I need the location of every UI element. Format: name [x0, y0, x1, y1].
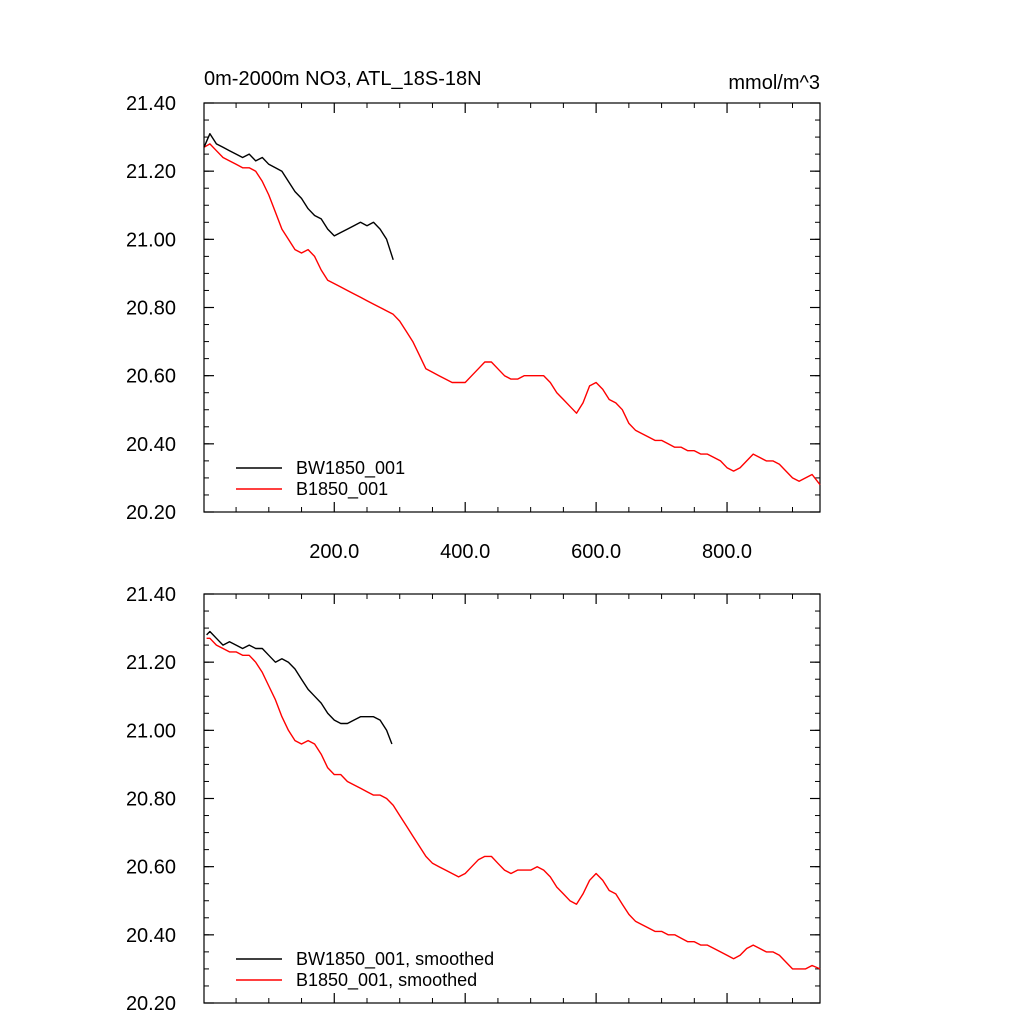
y-tick-label: 21.00 — [126, 229, 176, 251]
chart-units: mmol/m^3 — [728, 72, 820, 94]
x-tick-label: 800.0 — [702, 541, 752, 563]
series-line-black — [206, 630, 393, 745]
x-tick-label: 400.0 — [440, 541, 490, 563]
y-tick-label: 21.40 — [126, 93, 176, 115]
y-tick-label: 21.40 — [126, 584, 176, 606]
y-tick-label: 21.20 — [126, 161, 176, 183]
y-tick-label: 20.20 — [126, 502, 176, 524]
y-tick-label: 21.20 — [126, 652, 176, 674]
y-tick-label: 20.40 — [126, 434, 176, 456]
plot-frame — [203, 593, 821, 1004]
y-tick-label: 20.20 — [126, 993, 176, 1015]
y-tick-label: 20.60 — [126, 857, 176, 879]
x-tick-label: 200.0 — [309, 541, 359, 563]
y-tick-label: 20.80 — [126, 298, 176, 320]
y-tick-label: 20.60 — [126, 366, 176, 388]
chart-title: 0m-2000m NO3, ATL_18S-18N — [204, 68, 482, 90]
series-line-red — [206, 637, 821, 970]
y-tick-label: 21.00 — [126, 720, 176, 742]
y-tick-label: 20.80 — [126, 789, 176, 811]
legend-label: BW1850_001, smoothed — [296, 949, 494, 970]
plot-panel-1: 20.20 20.40 20.60 20.80 21.00 21.20 21.40 200.0… — [126, 68, 821, 563]
legend-label: B1850_001 — [296, 479, 388, 500]
x-tick-label: 600.0 — [571, 541, 621, 563]
series-line-red — [203, 143, 821, 486]
plot-panel-2: 20.20 20.40 20.60 20.80 21.00 21.20 21.40 BW185… — [126, 584, 821, 1015]
plot-frame — [203, 102, 821, 513]
legend-label: B1850_001, smoothed — [296, 970, 477, 991]
legend-label: BW1850_001 — [296, 458, 405, 479]
y-tick-label: 20.40 — [126, 925, 176, 947]
series-line-black — [203, 132, 394, 261]
